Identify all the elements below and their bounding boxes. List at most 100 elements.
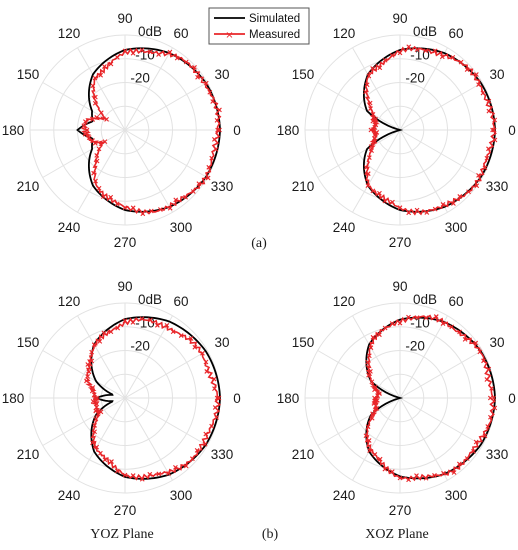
measured-point-marker [217,127,222,133]
measured-point-marker [369,415,375,421]
caption-b: (b) [262,527,279,542]
measured-point-marker [370,334,376,340]
measured-point-marker [209,155,215,161]
measured-point-marker [130,50,136,56]
measured-point-marker [489,385,494,391]
measured-point-marker [211,137,217,142]
measured-point-marker [423,48,429,54]
r-tick-label: 0dB [138,292,162,307]
measured-point-marker [93,178,98,184]
theta-tick-label: 30 [214,67,229,82]
measured-point-marker [84,378,89,384]
theta-tick-label: 60 [173,26,188,41]
theta-tick-label: 120 [333,294,356,309]
theta-tick-label: 240 [58,220,81,235]
measured-point-marker [473,72,479,77]
legend-box [208,7,310,45]
measured-point-marker [476,172,481,178]
measured-point-marker [363,165,369,170]
measured-point-marker [458,59,464,65]
measured-point-marker [211,376,217,382]
measured-point-marker [94,153,100,158]
theta-tick-label: 90 [392,279,407,294]
measured-point-marker [101,64,107,69]
measured-point-marker [440,321,446,326]
theta-tick-label: 30 [489,67,504,82]
measured-point-marker [200,350,205,356]
theta-tick-label: 330 [211,179,234,194]
measured-point-marker [94,395,100,401]
measured-point-marker [94,115,100,120]
measured-point-marker [98,450,103,456]
measured-point-marker [102,139,108,144]
grid-spoke [77,129,126,213]
measured-point-marker [156,52,161,57]
polar-panels: 03060901201501802102402703003300dB-10-20… [2,11,516,518]
legend: Simulated × Measured [208,7,310,45]
measured-point-marker [194,448,200,453]
measured-point-marker [164,322,170,328]
measured-point-marker [96,185,102,191]
measured-point-marker [389,321,395,326]
measured-point-marker [92,422,98,428]
measured-point-marker [423,315,429,321]
measured-point-marker [217,107,222,113]
measured-point-marker [190,189,196,194]
measured-point-marker [192,65,197,70]
measured-point-marker [366,438,372,443]
measured-point-marker [91,342,97,348]
measured-point-marker [406,210,412,216]
theta-tick-label: 30 [489,335,504,350]
measured-point-marker [213,146,219,152]
measured-point-marker [423,475,429,481]
grid-spoke [399,47,448,131]
measured-point-marker [366,155,372,160]
measured-point-marker [98,409,104,415]
measured-point-marker [370,66,376,71]
measured-point-marker [81,123,87,129]
measured-point-marker [195,74,200,80]
measured-point-marker [424,210,430,215]
caption-a: (a) [251,236,267,251]
measured-point-marker [457,329,462,335]
theta-tick-label: 240 [333,488,356,503]
measured-point-marker [122,205,128,211]
grid-spoke [77,397,126,481]
measured-point-marker [366,353,372,359]
measured-point-marker [214,395,220,401]
measured-point-marker [365,171,371,177]
measured-point-marker [365,183,371,189]
measured-point-marker [377,190,382,196]
measured-point-marker [139,316,145,322]
measured-point-marker [90,83,96,89]
measured-point-marker [114,54,120,60]
measured-point-marker [148,208,154,214]
measured-point-marker [372,124,378,130]
measured-point-marker [85,362,91,367]
theta-tick-label: 300 [445,220,468,235]
measured-point-marker [432,473,437,478]
measured-point-marker [433,314,439,319]
theta-tick-label: 210 [17,447,40,462]
measured-point-marker [368,106,373,111]
measured-point-marker [96,146,102,152]
grid-spoke [124,82,208,131]
measured-point-marker [82,131,88,137]
measured-point-marker [212,386,217,391]
measured-point-marker [432,206,438,212]
measured-point-marker [101,330,107,336]
measured-point-marker [372,138,378,144]
measured-point-marker [212,405,218,410]
measured-point-marker [130,319,136,325]
measured-point-marker [484,155,490,161]
measured-point-marker [363,89,368,95]
legend-measured-marker: × [225,30,233,41]
measured-point-marker [389,469,395,474]
measured-point-marker [486,366,492,372]
theta-tick-label: 60 [448,294,463,309]
measured-point-marker [492,137,498,143]
theta-tick-label: 240 [58,488,81,503]
measured-point-marker [130,205,136,211]
